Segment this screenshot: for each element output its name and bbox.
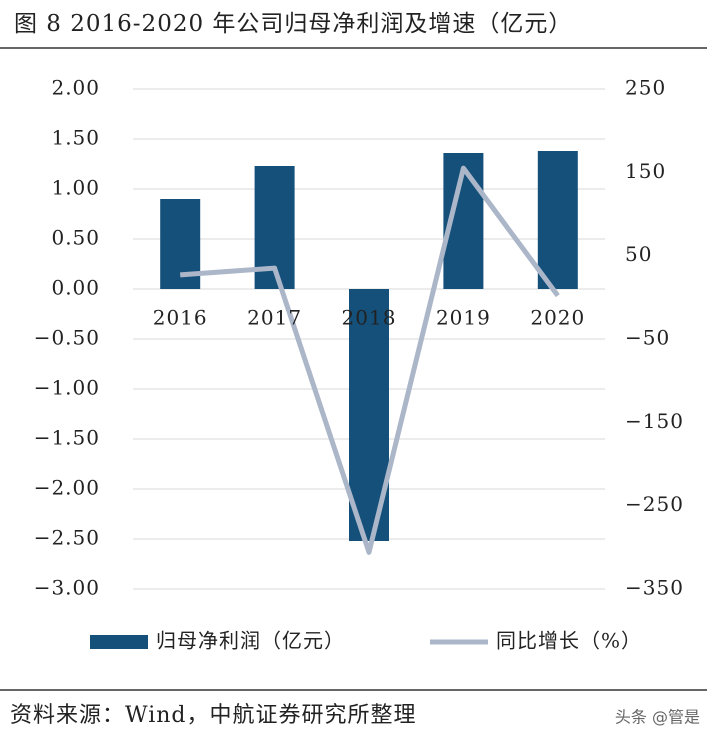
line: [180, 165, 560, 555]
x-tick-label: 2018: [342, 306, 397, 330]
y2-tick-label: −350: [625, 576, 684, 600]
y-tick-label: −1.50: [34, 426, 100, 450]
legend-label: 同比增长（%）: [496, 629, 642, 653]
y2-tick-label: 250: [625, 76, 666, 100]
source: 资料来源：Wind，中航证券研究所整理: [10, 703, 417, 728]
x-tick-label: 2020: [530, 306, 585, 330]
y-tick-label: −3.00: [34, 576, 100, 600]
bar: [537, 151, 578, 289]
y-tick-label: 1.50: [51, 126, 100, 150]
x-tick-label: 2017: [247, 306, 302, 330]
y-tick-label: 0.00: [51, 276, 100, 300]
y-tick-label: −2.00: [34, 476, 100, 500]
y2-tick-label: 150: [625, 159, 666, 183]
y2-tick-label: −250: [625, 492, 684, 516]
y2-tick-label: −150: [625, 409, 684, 433]
legend-swatch: [90, 635, 148, 649]
y-tick-label: 0.50: [51, 226, 100, 250]
x-tick-label: 2016: [153, 306, 208, 330]
y2-tick-label: 50: [625, 242, 652, 266]
legend-label: 归母净利润（亿元）: [156, 629, 345, 653]
y-tick-label: −2.50: [34, 526, 100, 550]
y2-tick-label: −50: [625, 326, 670, 350]
y-tick-label: −0.50: [34, 326, 100, 350]
watermark: 头条 @管是: [615, 708, 700, 727]
y-tick-label: 1.00: [51, 176, 100, 200]
y-tick-label: −1.00: [34, 376, 100, 400]
chart-title: 图 8 2016-2020 年公司归母净利润及增速（亿元）: [14, 11, 572, 37]
y-tick-label: 2.00: [51, 76, 100, 100]
x-tick-label: 2019: [436, 306, 491, 330]
